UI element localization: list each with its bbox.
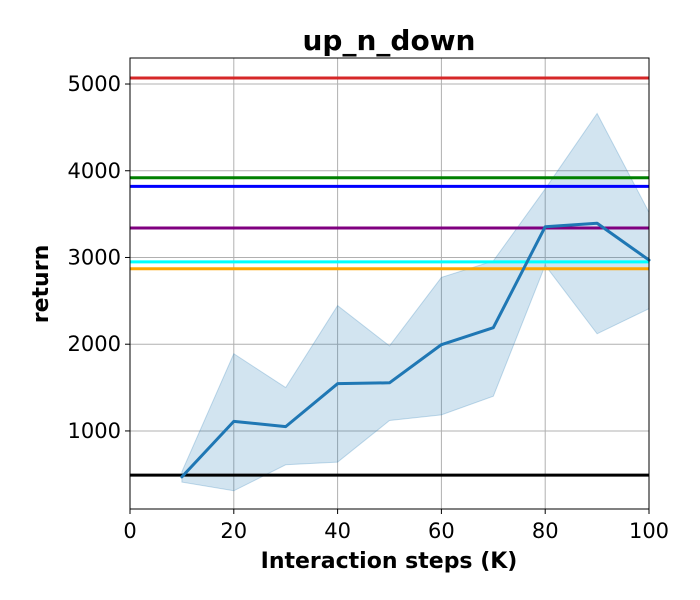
plot-frame: [129, 57, 650, 510]
x-tick-label: 80: [532, 519, 559, 543]
confidence-band-layer: [181, 112, 650, 492]
y-axis-label: return: [29, 245, 54, 323]
y-tick-label: 2000: [68, 332, 121, 356]
x-tick-label: 100: [629, 519, 669, 543]
series-line: [180, 221, 651, 479]
y-tick-label: 1000: [68, 419, 121, 443]
x-tick-label: 60: [428, 519, 455, 543]
x-tick-label: 20: [220, 519, 247, 543]
reference-lines: [130, 76, 649, 477]
x-axis-label: Interaction steps (K): [261, 549, 518, 574]
x-tick-label: 40: [324, 519, 351, 543]
series-layer: [180, 221, 651, 479]
x-axis-ticks: 0 20 40 60 80 100: [123, 509, 669, 543]
confidence-band: [181, 112, 650, 492]
y-tick-label: 4000: [68, 159, 121, 183]
chart-title: up_n_down: [303, 24, 476, 57]
x-tick-label: 0: [123, 519, 136, 543]
y-tick-label: 3000: [68, 245, 121, 269]
y-axis-ticks: 1000 2000 3000 4000 5000: [68, 72, 130, 443]
grid-lines: [130, 58, 649, 509]
y-tick-label: 5000: [68, 72, 121, 96]
